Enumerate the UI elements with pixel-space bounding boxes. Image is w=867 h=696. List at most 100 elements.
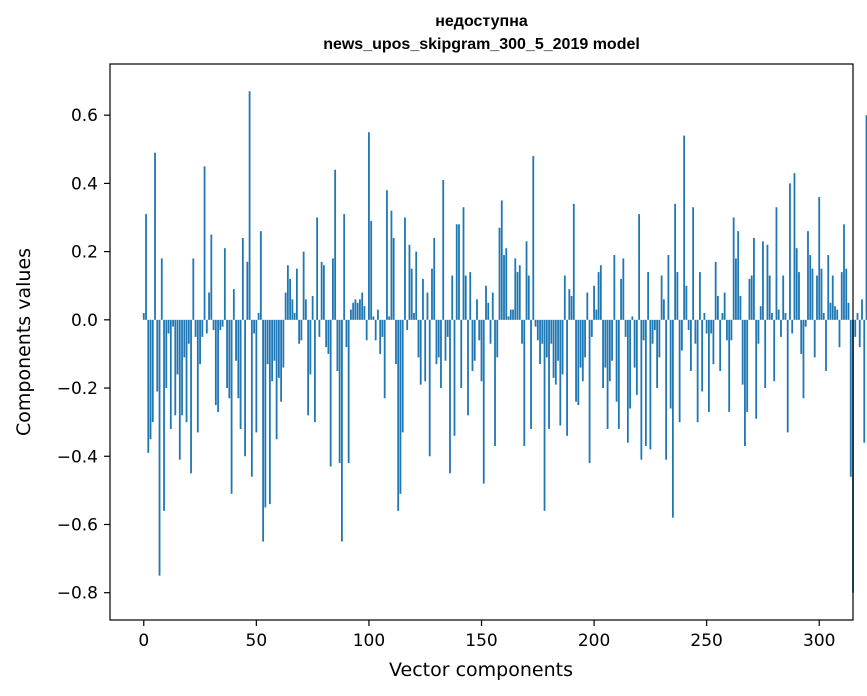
bar bbox=[350, 309, 352, 320]
x-axis-ticks: 0 50 100 150 200 250 300 bbox=[138, 620, 835, 651]
bar bbox=[849, 319, 852, 477]
bar bbox=[264, 319, 267, 508]
bar bbox=[433, 237, 436, 320]
y-tick-label: −0.8 bbox=[57, 584, 98, 604]
bar bbox=[408, 244, 411, 320]
bar bbox=[309, 319, 312, 375]
bar bbox=[219, 319, 222, 331]
bar bbox=[674, 203, 677, 320]
bar bbox=[514, 258, 517, 320]
bar bbox=[811, 268, 814, 320]
bar bbox=[732, 217, 735, 320]
bar bbox=[644, 319, 647, 447]
bar bbox=[689, 319, 692, 371]
bar bbox=[473, 319, 476, 361]
bar bbox=[629, 319, 631, 409]
bar bbox=[838, 319, 841, 348]
bar bbox=[174, 319, 177, 416]
bar bbox=[662, 299, 665, 320]
bar bbox=[753, 237, 755, 320]
bar bbox=[822, 313, 825, 320]
bar bbox=[476, 299, 478, 320]
bar bbox=[253, 319, 255, 334]
bar bbox=[545, 319, 548, 358]
bar bbox=[471, 319, 474, 371]
bar bbox=[518, 265, 521, 320]
bar bbox=[746, 319, 749, 412]
bar bbox=[449, 319, 451, 474]
bar bbox=[343, 214, 346, 320]
bar bbox=[334, 169, 337, 320]
bar bbox=[257, 313, 260, 320]
bar bbox=[816, 275, 818, 320]
bar bbox=[190, 319, 192, 474]
x-tick-label: 0 bbox=[138, 631, 149, 651]
y-tick-label: 0.4 bbox=[71, 174, 98, 194]
bar bbox=[705, 319, 708, 334]
bar bbox=[419, 319, 422, 385]
bar bbox=[417, 319, 420, 358]
bar bbox=[268, 319, 271, 505]
x-tick-label: 300 bbox=[803, 631, 835, 651]
bar bbox=[212, 319, 215, 331]
bar bbox=[757, 319, 760, 344]
bar bbox=[847, 302, 850, 320]
bar-series bbox=[142, 91, 867, 593]
bar bbox=[615, 319, 618, 402]
bar bbox=[379, 319, 382, 354]
bar bbox=[827, 255, 830, 320]
bar bbox=[298, 319, 301, 344]
bar bbox=[577, 319, 580, 406]
bar bbox=[295, 268, 298, 320]
bar bbox=[413, 313, 415, 320]
bar bbox=[575, 319, 577, 402]
bar bbox=[536, 319, 539, 341]
bar bbox=[708, 319, 710, 412]
bar bbox=[149, 319, 152, 440]
bar bbox=[165, 319, 168, 389]
bar bbox=[273, 319, 276, 361]
bar bbox=[151, 319, 154, 423]
bar bbox=[712, 319, 715, 365]
bar bbox=[259, 231, 262, 320]
bar bbox=[401, 319, 404, 433]
bar bbox=[386, 190, 388, 320]
bar bbox=[372, 316, 375, 320]
bar bbox=[381, 319, 384, 337]
bar bbox=[635, 319, 638, 395]
bar bbox=[608, 319, 611, 382]
bar bbox=[244, 319, 246, 457]
bar bbox=[717, 295, 719, 320]
bar bbox=[593, 285, 595, 320]
bar bbox=[415, 251, 418, 320]
bar bbox=[660, 275, 663, 320]
bar bbox=[478, 319, 481, 341]
bar bbox=[302, 251, 305, 320]
bar bbox=[802, 319, 805, 399]
bar bbox=[858, 319, 861, 348]
y-tick-label: −0.6 bbox=[57, 515, 98, 535]
bar bbox=[784, 313, 787, 320]
bar bbox=[399, 319, 402, 494]
bar bbox=[293, 313, 296, 320]
bar bbox=[500, 200, 503, 320]
bar bbox=[505, 248, 508, 320]
bar bbox=[406, 319, 409, 331]
x-axis-label: Vector components bbox=[389, 659, 573, 681]
x-tick-label: 50 bbox=[246, 631, 268, 651]
bar bbox=[766, 244, 769, 320]
bar bbox=[235, 319, 237, 361]
bar bbox=[320, 261, 323, 320]
bar bbox=[390, 210, 393, 320]
bar bbox=[714, 261, 717, 320]
y-axis-label: Components values bbox=[13, 248, 35, 436]
bar bbox=[356, 302, 359, 320]
bar bbox=[557, 319, 559, 361]
bar bbox=[440, 319, 442, 389]
bar bbox=[363, 306, 366, 320]
bar bbox=[181, 319, 183, 416]
bar bbox=[201, 319, 204, 337]
bar bbox=[239, 319, 242, 429]
bar bbox=[453, 319, 456, 436]
bar bbox=[316, 217, 319, 320]
